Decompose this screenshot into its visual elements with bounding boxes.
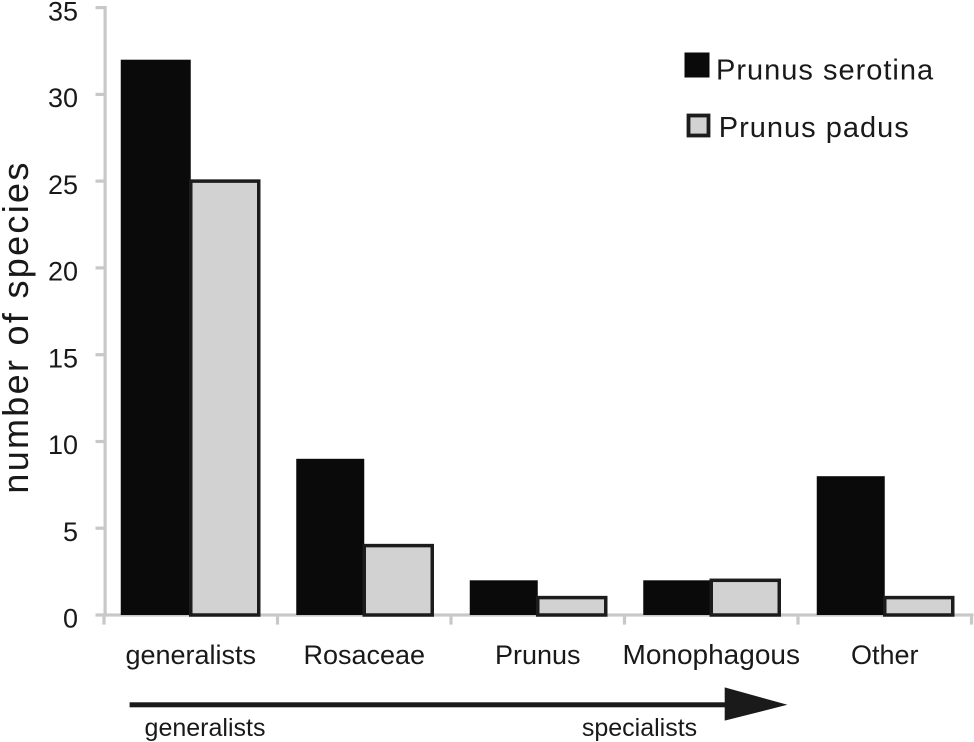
svg-text:Rosaceae: Rosaceae — [303, 640, 425, 670]
svg-text:Prunus: Prunus — [495, 640, 581, 670]
svg-text:5: 5 — [63, 517, 78, 547]
svg-text:number of species: number of species — [0, 160, 36, 493]
svg-text:15: 15 — [48, 343, 78, 373]
svg-text:10: 10 — [48, 430, 78, 460]
svg-text:20: 20 — [48, 257, 78, 287]
svg-text:Monophagous: Monophagous — [623, 639, 800, 670]
svg-text:generalists: generalists — [145, 714, 266, 742]
svg-text:30: 30 — [48, 83, 78, 113]
svg-text:Other: Other — [851, 640, 919, 670]
svg-text:Prunus serotina: Prunus serotina — [716, 55, 934, 87]
svg-text:0: 0 — [63, 604, 78, 634]
svg-text:25: 25 — [48, 170, 78, 200]
svg-text:35: 35 — [48, 0, 78, 26]
svg-text:generalists: generalists — [125, 640, 256, 670]
svg-text:Prunus padus: Prunus padus — [719, 112, 910, 144]
svg-text:specialists: specialists — [582, 714, 697, 742]
